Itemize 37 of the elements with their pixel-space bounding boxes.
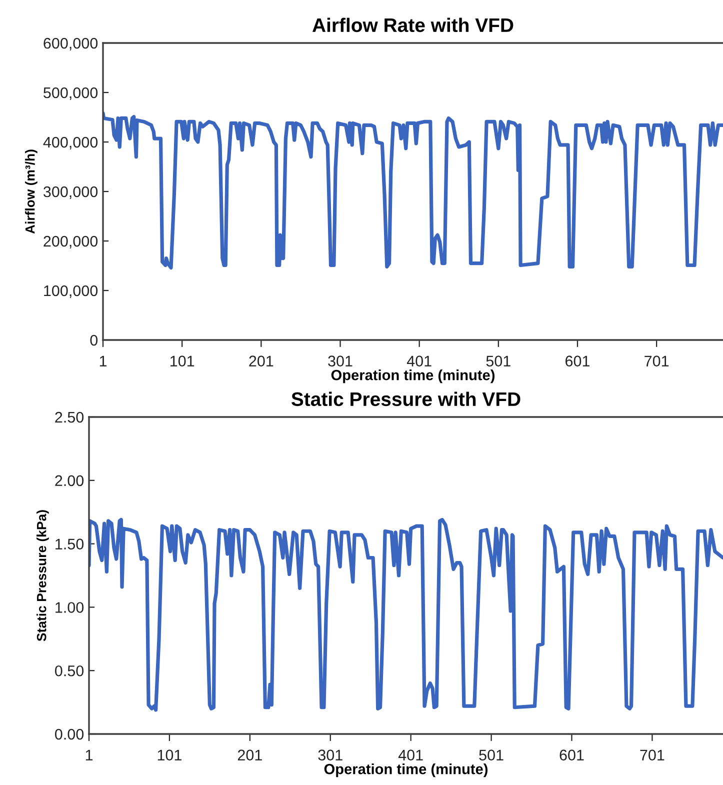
x-tick-label: 1 [86, 750, 93, 760]
y-tick-label: 2.00 [55, 475, 84, 486]
y-tick-label: 0.50 [55, 665, 84, 676]
x-tick-label: 101 [158, 750, 182, 760]
x-tick-label: 1 [100, 356, 107, 366]
x-axis-title: Operation time (minute) [331, 370, 495, 384]
y-tick-label: 100,000 [44, 285, 98, 298]
chart-title: Static Pressure with VFD [291, 392, 520, 406]
chart-title: Airflow Rate with VFD [312, 18, 514, 32]
y-tick-label: 400,000 [43, 136, 98, 150]
y-tick-label: 1.50 [56, 538, 84, 550]
x-tick-label: 201 [249, 356, 274, 366]
y-tick-label: 600,000 [44, 38, 98, 50]
x-tick-label: 301 [328, 356, 352, 366]
x-tick-label: 501 [479, 750, 504, 760]
y-tick-label: 300,000 [44, 186, 98, 199]
x-tick-label: 601 [566, 356, 590, 366]
y-tick-label: 500,000 [44, 87, 98, 100]
line-series [103, 111, 723, 270]
y-tick-label: 0.00 [55, 728, 84, 740]
x-tick-label: 301 [318, 750, 342, 760]
x-tick-label: 701 [640, 750, 664, 760]
x-tick-label: 601 [560, 750, 584, 760]
y-tick-label: 1.00 [56, 602, 84, 613]
x-tick-label: 401 [406, 356, 432, 366]
y-axis-title: Airflow (m³/h) [25, 150, 38, 234]
y-tick-label: 200,000 [44, 236, 98, 248]
y-axis-title: Static Pressure (kPa) [36, 510, 49, 642]
x-tick-label: 101 [170, 356, 194, 366]
x-axis-title: Operation time (minute) [324, 764, 488, 778]
y-tick-label: 0 [90, 334, 98, 346]
x-tick-label: 701 [644, 356, 669, 366]
x-tick-label: 401 [398, 750, 423, 760]
x-tick-label: 201 [238, 750, 262, 760]
x-tick-label: 501 [486, 356, 510, 366]
y-tick-label: 2.50 [55, 412, 84, 423]
line-series [89, 518, 723, 712]
